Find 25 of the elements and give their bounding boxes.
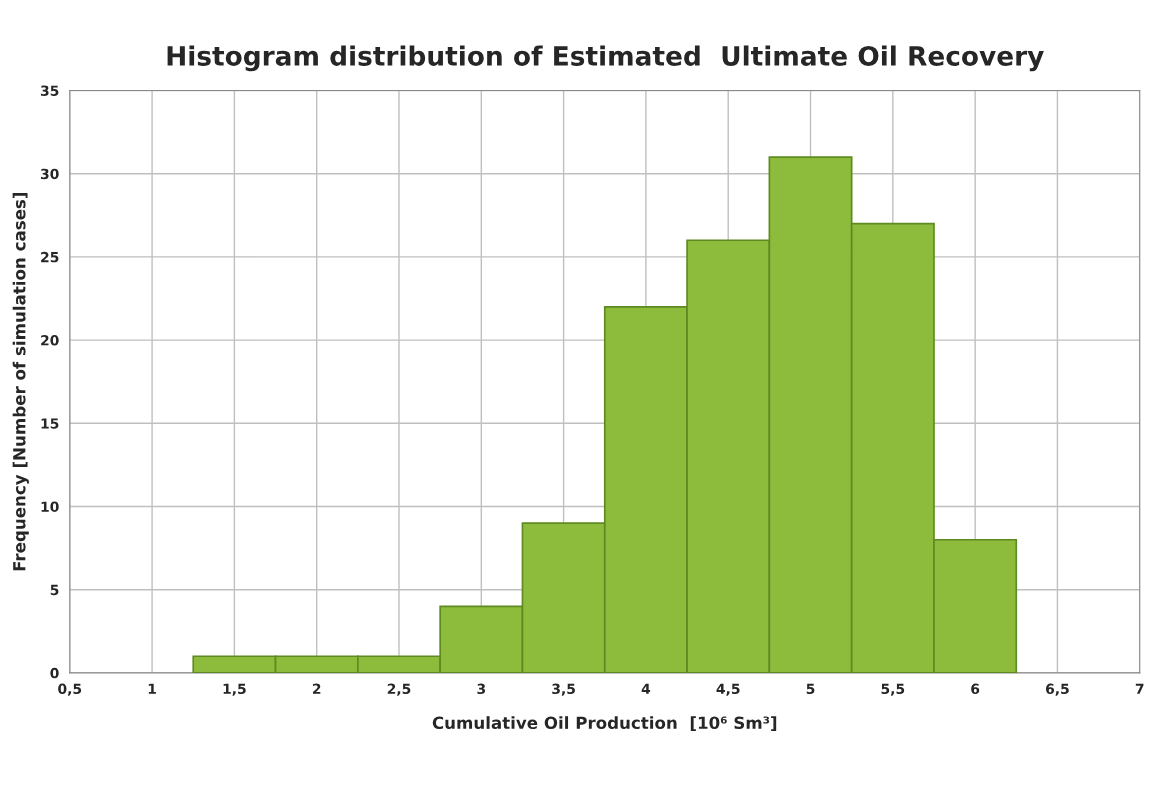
- y-tick-label: 25: [41, 251, 59, 263]
- y-tick-label: 20: [41, 335, 59, 346]
- y-tick-label: 15: [41, 418, 59, 429]
- x-tick-label: 1,5: [223, 683, 246, 696]
- x-tick-label: 3: [477, 683, 486, 695]
- x-tick-label: 6: [971, 683, 980, 695]
- y-tick-label: 10: [41, 501, 59, 512]
- x-tick-label: 1: [148, 683, 156, 694]
- x-tick-label: 0,5: [58, 683, 82, 696]
- x-axis-title: Cumulative Oil Production [10⁶ Sm³]: [432, 716, 777, 732]
- x-tick-label: 5: [806, 683, 815, 695]
- x-tick-label: 4: [641, 683, 651, 694]
- x-tick-label: 4,5: [716, 683, 740, 696]
- chart-title: Histogram distribution of Estimated Ultimate Oil Recovery: [167, 45, 1044, 72]
- y-tick-label: 5: [50, 584, 59, 596]
- x-tick-label: 3,5: [552, 683, 575, 696]
- x-tick-label: 5,5: [881, 683, 905, 696]
- x-tick-label: 6,5: [1046, 683, 1069, 696]
- y-axis-title: Frequency [Number of simulation cases]: [12, 192, 29, 571]
- x-tick-label: 7: [1135, 683, 1144, 694]
- x-tick-label: 2: [312, 683, 321, 694]
- y-tick-label: 0: [50, 667, 59, 679]
- y-tick-label: 30: [40, 168, 59, 180]
- x-tick-label: 2,5: [387, 683, 411, 696]
- y-tick-label: 35: [40, 85, 59, 96]
